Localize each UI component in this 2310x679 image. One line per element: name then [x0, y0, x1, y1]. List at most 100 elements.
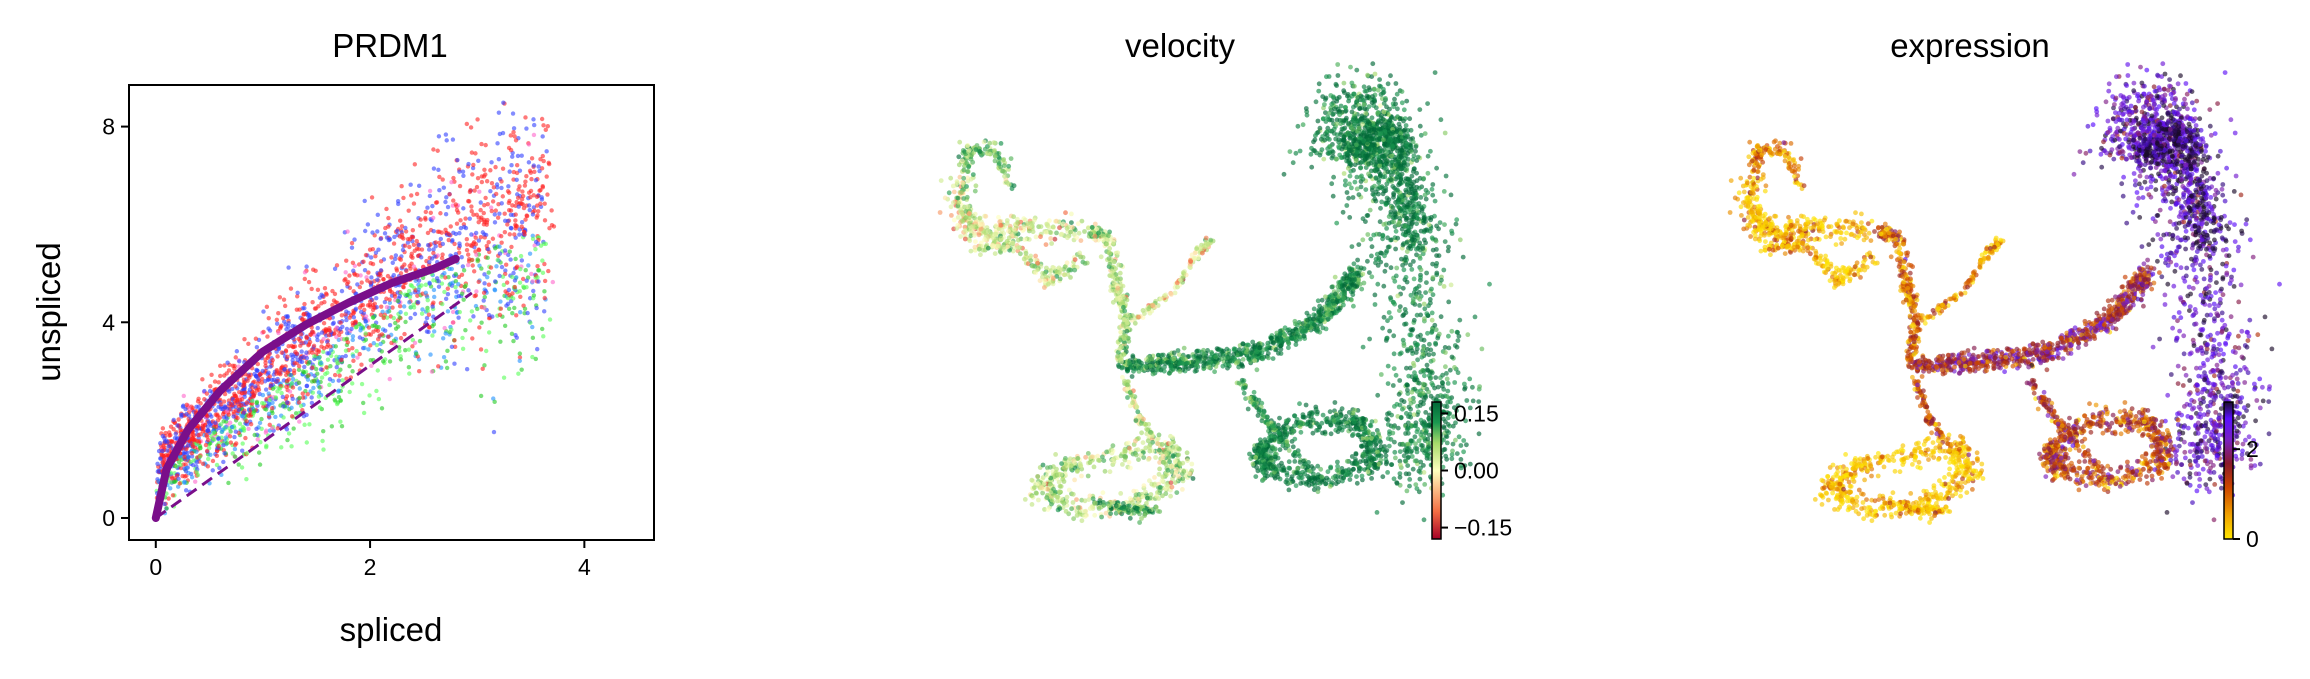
- cell-point: [1405, 430, 1411, 436]
- cell-point: [1404, 98, 1410, 104]
- cell-point: [1397, 154, 1402, 160]
- cell-point: [1455, 338, 1461, 343]
- data-point: [423, 209, 429, 215]
- data-point: [532, 169, 537, 174]
- cell-point: [1390, 383, 1396, 388]
- data-point: [473, 230, 479, 236]
- data-point: [512, 278, 518, 283]
- data-point: [481, 210, 486, 216]
- data-point: [288, 372, 294, 378]
- data-point: [273, 414, 278, 420]
- data-point: [264, 428, 269, 433]
- data-point: [397, 234, 402, 239]
- data-point: [382, 299, 388, 305]
- cell-point: [1329, 181, 1335, 187]
- data-point: [334, 358, 339, 363]
- cell-point: [1411, 360, 1416, 366]
- data-point: [267, 374, 272, 379]
- data-point: [534, 215, 539, 220]
- data-point: [543, 127, 548, 133]
- data-point: [495, 185, 500, 190]
- data-point: [389, 255, 394, 260]
- data-point: [293, 349, 298, 355]
- data-point: [506, 306, 512, 311]
- data-point: [350, 369, 355, 374]
- data-point: [535, 241, 541, 246]
- data-point: [448, 224, 453, 229]
- cell-point: [1414, 312, 1420, 318]
- data-point: [378, 236, 383, 242]
- data-point: [224, 440, 230, 446]
- cell-point: [1454, 217, 1460, 223]
- cell-point: [1129, 374, 1135, 379]
- data-point: [534, 305, 539, 311]
- data-point: [284, 394, 290, 399]
- data-point: [486, 282, 492, 287]
- data-point: [466, 252, 471, 257]
- data-point: [449, 266, 454, 272]
- cell-point: [1410, 191, 1416, 197]
- cell-point: [1394, 265, 1400, 271]
- data-point: [241, 383, 246, 389]
- data-point: [398, 335, 404, 341]
- cell-point: [1322, 102, 1327, 107]
- y-tick-label: 8: [102, 114, 115, 140]
- data-point: [402, 331, 407, 337]
- data-point: [545, 192, 550, 197]
- data-point: [304, 440, 309, 445]
- data-point: [344, 309, 349, 314]
- data-point: [470, 336, 475, 341]
- data-point: [307, 422, 312, 427]
- data-point: [291, 426, 296, 431]
- cell-point: [1441, 437, 1446, 443]
- data-point: [390, 305, 395, 310]
- cell-point: [1349, 109, 1355, 115]
- data-point: [316, 355, 321, 361]
- cell-point: [1405, 348, 1410, 354]
- data-point: [259, 416, 264, 422]
- cell-point: [1413, 482, 1419, 487]
- cell-point: [1461, 438, 1467, 443]
- cell-point: [1381, 222, 1387, 227]
- cell-point: [1240, 357, 1246, 362]
- cell-point: [1429, 215, 1434, 220]
- data-point: [427, 193, 433, 199]
- data-point: [530, 279, 535, 284]
- data-point: [398, 310, 403, 315]
- data-point: [241, 426, 247, 431]
- data-point: [213, 420, 218, 425]
- data-point: [469, 208, 474, 214]
- data-point: [166, 496, 171, 501]
- data-point: [484, 243, 489, 249]
- cell-point: [1377, 77, 1382, 82]
- data-point: [221, 399, 227, 404]
- data-point: [361, 410, 367, 416]
- data-point: [416, 278, 422, 283]
- data-point: [155, 469, 161, 474]
- cell-point: [1358, 265, 1364, 271]
- cell-point: [1357, 106, 1363, 111]
- data-point: [297, 386, 303, 391]
- data-point: [411, 264, 417, 269]
- data-point: [344, 258, 349, 263]
- data-point: [499, 240, 504, 245]
- data-point: [292, 361, 297, 366]
- data-point: [440, 252, 445, 257]
- data-point: [279, 390, 284, 396]
- data-point: [511, 338, 516, 344]
- data-point: [488, 265, 494, 270]
- data-point: [535, 346, 540, 352]
- y-tick-label: 4: [102, 309, 115, 335]
- cell-point: [1340, 209, 1346, 215]
- data-point: [367, 393, 372, 398]
- data-point: [172, 476, 178, 481]
- data-point: [436, 167, 441, 173]
- data-point: [304, 350, 309, 355]
- data-point: [478, 200, 483, 205]
- data-point: [496, 110, 502, 115]
- data-point: [406, 288, 412, 294]
- data-point: [209, 372, 214, 377]
- data-point: [378, 341, 383, 347]
- data-point: [344, 326, 350, 332]
- data-point: [316, 332, 321, 337]
